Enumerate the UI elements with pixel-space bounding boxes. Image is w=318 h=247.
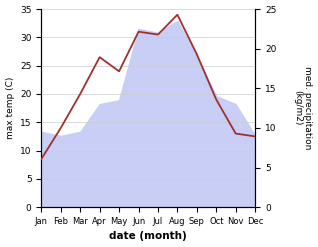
X-axis label: date (month): date (month) xyxy=(109,231,187,242)
Y-axis label: max temp (C): max temp (C) xyxy=(5,77,15,139)
Y-axis label: med. precipitation
(kg/m2): med. precipitation (kg/m2) xyxy=(293,66,313,150)
